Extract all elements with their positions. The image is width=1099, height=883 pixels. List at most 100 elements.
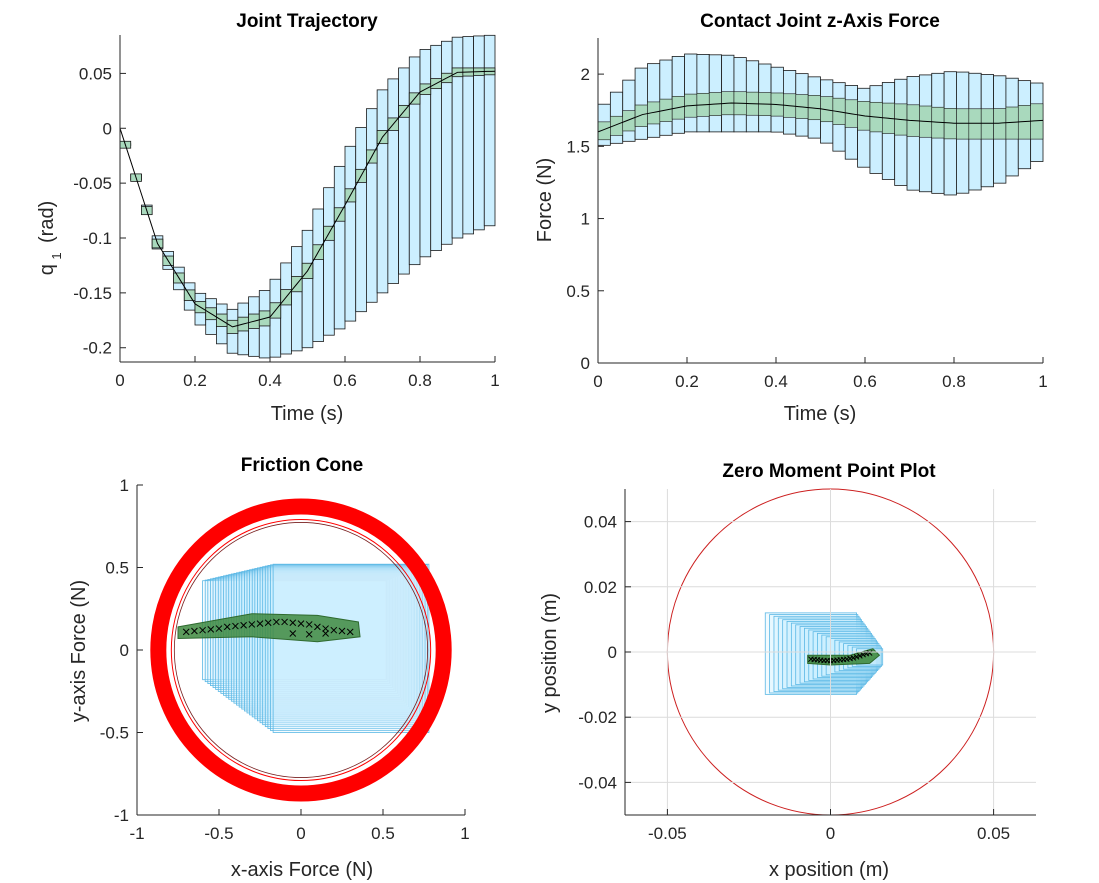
force-sample-marker (248, 621, 256, 628)
y-tick-label: -0.05 (73, 174, 112, 193)
friction-cone-ring (150, 498, 452, 802)
force-sample-marker (207, 626, 215, 633)
y-tick-label: -0.1 (83, 229, 112, 248)
reachable-set-box (473, 35, 485, 231)
y-tick-label: 1.5 (566, 137, 590, 156)
force-sample-marker (199, 626, 206, 634)
x-tick-label: 0 (593, 372, 602, 391)
force-sample-marker (215, 625, 223, 632)
joint-axes: 0 0.2 0.4 0.6 0.8 1 -0.2 -0.15 -0.1 -0.05 0 0.05 (73, 35, 500, 390)
force-bound-rect (254, 568, 419, 720)
reachable-set-box (451, 36, 464, 239)
zmp-sample-marker (857, 653, 863, 659)
force-nominal-box (980, 108, 994, 140)
friction-cone-inner-ring (170, 518, 432, 782)
y-tick-label: 0.04 (584, 513, 617, 532)
zmp-ylabel: y position (m) (539, 593, 561, 713)
x-tick-label: 0 (115, 371, 124, 390)
y-tick-label: 0.05 (79, 64, 112, 83)
x-tick-label: 0.4 (764, 372, 788, 391)
joint-ylabel-subscript: 1 (49, 252, 64, 259)
zmp-bound-rect (769, 614, 859, 694)
nominal-force-band (177, 613, 361, 643)
force-sample-marker (330, 626, 338, 634)
reachable-set-box (366, 108, 378, 303)
y-tick-label: -0.15 (73, 284, 112, 303)
force-sample-marker (338, 627, 346, 635)
y-tick-label: 0.5 (105, 559, 129, 578)
force-sample-marker (281, 618, 288, 626)
force-mean-line (597, 102, 1044, 133)
reachable-set-box (280, 262, 292, 355)
reachable-set-box (419, 49, 432, 258)
x-tick-label: -1 (129, 824, 144, 843)
force-bound-rect (259, 566, 422, 724)
x-tick-label: 0.4 (258, 371, 282, 390)
force-nominal-box (634, 104, 648, 127)
x-tick-label: 1 (490, 371, 499, 390)
y-tick-label: -0.02 (578, 708, 617, 727)
x-tick-label: 0.2 (675, 372, 699, 391)
panel-zmp: Zero Moment Point Plot -0.05 0 0.05-0.04-0… (539, 461, 1036, 881)
force-sample-marker (273, 618, 280, 626)
force-bound-rect (272, 563, 430, 733)
force-xlabel: Time (s) (784, 403, 857, 425)
x-tick-label: 0.6 (333, 371, 357, 390)
y-tick-label: 1 (581, 210, 590, 229)
force-sample-marker (223, 623, 231, 631)
force-sample-marker (232, 622, 239, 630)
force-sample-marker (305, 621, 313, 628)
cone-axes: -1 -0.5 0 0.5 1 -1 -0.5 0 0.5 1 (100, 476, 470, 843)
y-tick-label: 2 (581, 65, 590, 84)
reachable-set-box (462, 36, 474, 235)
force-sample-marker (314, 623, 321, 631)
zmp-axes: -0.05 0 0.05 -0.04 -0.02 0 0.02 0.04 (578, 489, 1036, 843)
zmp-sample-marker (853, 654, 860, 660)
panel-contact-force: Contact Joint z-Axis Force 0 0.2 0.4 0.6 0.8… (534, 11, 1048, 425)
joint-plot-area (119, 34, 496, 359)
zmp-xlabel: x position (m) (769, 859, 889, 881)
zmp-title: Zero Moment Point Plot (722, 461, 936, 482)
reachable-set-box (387, 78, 399, 284)
force-sample-marker (305, 630, 313, 638)
y-tick-label: 0 (120, 641, 129, 660)
y-tick-label: -1 (114, 806, 129, 825)
cone-xlabel: x-axis Force (N) (231, 859, 373, 881)
joint-ylabel: q 1 (rad) (36, 201, 65, 276)
y-tick-label: 1 (120, 476, 129, 495)
svg-text:q 1 (rad): q 1 (rad) (36, 201, 65, 276)
force-nominal-box (610, 115, 624, 136)
nominal-trajectory-line (119, 70, 496, 328)
x-tick-label: 0.05 (977, 824, 1010, 843)
friction-cone-inner-ring (173, 522, 429, 778)
y-tick-label: 0.5 (566, 282, 590, 301)
joint-title: Joint Trajectory (236, 11, 378, 32)
reachable-set-box (398, 67, 410, 275)
force-bound-rect (257, 567, 420, 722)
force-plot-area (597, 53, 1044, 196)
panel-friction-cone: Friction Cone -1 -0.5 0 0.5 1 -1 -0.5 0 0.5 1 x-a… (68, 455, 470, 881)
reachable-set-box (430, 44, 442, 251)
y-tick-label: -0.5 (100, 724, 129, 743)
zmp-sample-marker (860, 651, 866, 658)
force-sample-marker (264, 619, 272, 627)
reachable-set-box (483, 34, 496, 227)
x-tick-label: 0.2 (183, 371, 207, 390)
force-bound-rect (249, 569, 416, 716)
force-sample-marker (240, 621, 247, 629)
force-bound-rect (264, 565, 425, 728)
force-title: Contact Joint z-Axis Force (700, 11, 940, 32)
reachable-set-box (301, 229, 314, 349)
y-tick-label: 0 (103, 119, 112, 138)
force-bound-rect (262, 566, 424, 726)
x-tick-label: -0.05 (648, 824, 687, 843)
force-sample-marker (256, 620, 264, 627)
force-bound-box (647, 63, 661, 138)
force-sample-marker (297, 620, 305, 627)
cone-ylabel: y-axis Force (N) (68, 580, 90, 722)
joint-ylabel-symbol: q (36, 264, 58, 275)
x-tick-label: 1 (460, 824, 469, 843)
force-sample-marker (289, 619, 297, 627)
y-tick-label: -0.2 (83, 339, 112, 358)
